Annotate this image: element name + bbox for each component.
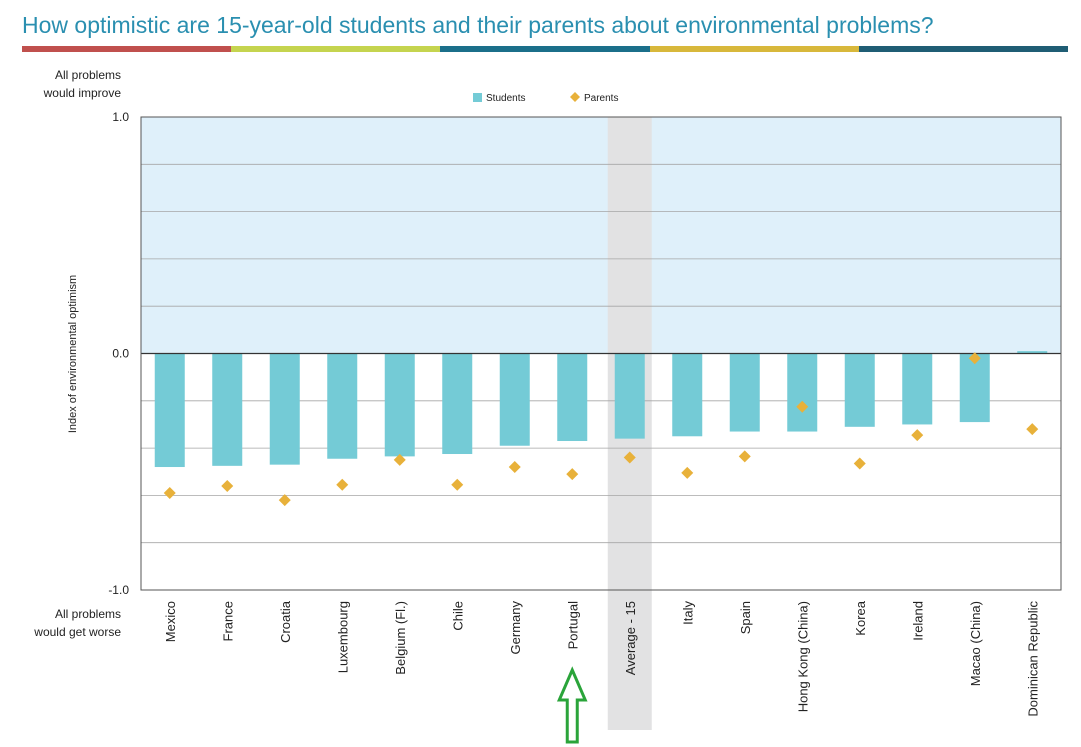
parents-marker [1026,423,1039,436]
bottom-axis-note-line-2: would get worse [33,625,121,639]
students-bar [844,353,875,427]
x-tick-label: Germany [508,601,523,655]
students-bar [154,353,185,468]
parents-marker [623,451,636,464]
students-bar [384,353,415,457]
students-bar [614,353,645,439]
parents-marker [508,461,521,474]
students-bar [672,353,703,437]
students-bar [499,353,530,446]
title-color-bar [22,46,1069,52]
x-tick-label: Korea [853,600,868,635]
x-tick-label: Average - 15 [623,601,638,675]
top-axis-note-line-1: All problems [55,68,121,82]
x-tick-label: Macao (China) [968,601,983,686]
parents-marker [163,487,176,500]
x-tick-label: Portugal [565,601,580,650]
x-tick-label: Spain [738,601,753,634]
plot-background-positive [141,117,1061,354]
parents-marker [393,453,406,466]
up-arrow-annotation [556,666,588,744]
y-tick-label: 0.0 [112,347,129,361]
students-bar [1017,351,1048,354]
x-tick-label: Belgium (Fl.) [393,601,408,675]
parents-marker [911,429,924,442]
y-axis-ticks: 1.0 0.0 -1.0 [108,110,129,597]
parents-marker [968,352,981,365]
students-bar [327,353,358,459]
x-tick-label: Hong Kong (China) [795,601,810,712]
x-tick-label: Dominican Republic [1025,601,1040,717]
students-bar [557,353,588,442]
y-tick-label: -1.0 [108,583,129,597]
parents-marker [278,494,291,507]
x-tick-label: Chile [450,601,465,631]
color-segment [649,46,859,52]
x-tick-label: Italy [680,601,695,625]
students-bar [212,353,243,466]
gridlines [141,163,1061,544]
students-bar [902,353,933,425]
parents-marker [681,466,694,479]
parents-marker [566,468,579,481]
x-tick-label: Mexico [163,601,178,642]
parents-marker [738,450,751,463]
page-title: How optimistic are 15-year-old students … [22,12,934,38]
parents-marker [796,400,809,413]
legend: Students Parents [473,92,618,104]
parents-marker [853,457,866,470]
students-bar [787,353,818,432]
legend-swatch-parents [570,92,580,102]
x-tick-label: France [220,601,235,641]
x-tick-label: Croatia [278,600,293,643]
color-segment [231,46,441,52]
students-bar [959,353,990,423]
plot-frame [140,116,1062,591]
students-bar [442,353,473,455]
color-segment [858,46,1069,52]
top-axis-note-line-2: would improve [43,86,122,100]
students-bar [269,353,300,465]
parents-marker [221,479,234,492]
x-axis-labels: Mexico France Croatia Luxembourg Belgium (Fl… [163,600,1041,716]
bottom-axis-note-line-1: All problems [55,607,121,621]
legend-label-parents: Parents [584,93,618,104]
legend-label-students: Students [486,93,525,104]
color-segment [440,46,650,52]
y-tick-label: 1.0 [112,110,129,124]
parents-markers [163,352,1039,507]
x-tick-label: Ireland [910,601,925,641]
color-segment [22,46,232,52]
parents-marker [451,478,464,491]
legend-swatch-students [473,93,482,102]
y-axis-title: Index of environmental optimism [67,275,79,433]
students-bar [729,353,760,432]
x-tick-label: Luxembourg [335,601,350,673]
parents-marker [336,478,349,491]
students-bars [154,351,1048,468]
